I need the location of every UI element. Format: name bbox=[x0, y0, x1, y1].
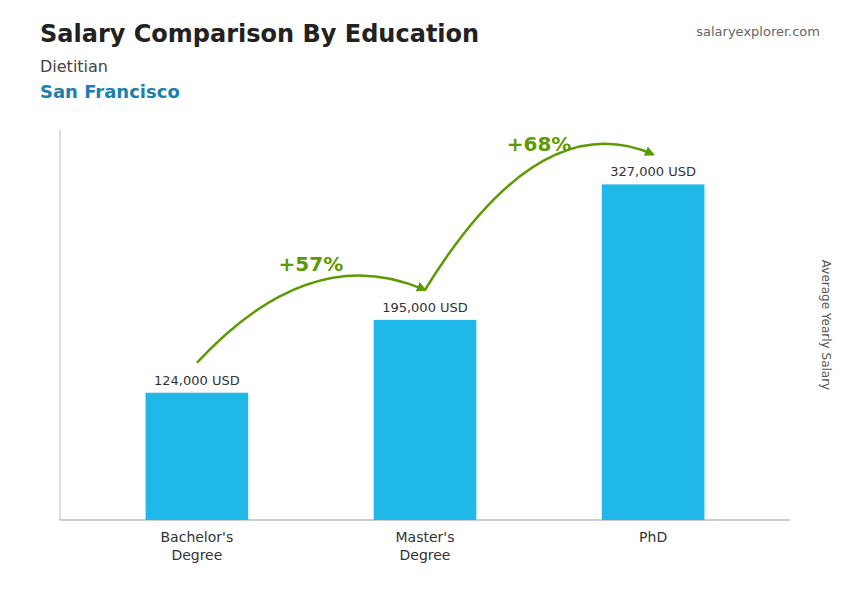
change-arrow bbox=[425, 144, 653, 290]
subtitle: San Francisco bbox=[40, 81, 180, 102]
y-axis-line bbox=[60, 130, 61, 520]
value-label: 327,000 USD bbox=[610, 164, 696, 179]
bar bbox=[146, 393, 249, 520]
bar bbox=[602, 184, 705, 520]
x-tick-label-line: Degree bbox=[171, 547, 222, 563]
x-tick-label: Bachelor's Degree bbox=[161, 529, 234, 563]
bar bbox=[374, 320, 477, 520]
subtitle: Dietitian bbox=[40, 57, 108, 76]
y-label: Average Yearly Salary bbox=[819, 260, 833, 390]
x-tick-label-line: Master's bbox=[396, 529, 455, 545]
source: salaryexplorer.com bbox=[696, 24, 820, 39]
chart: Salary Comparison By Education salaryexpl… bbox=[0, 0, 850, 606]
change-label: +57% bbox=[279, 252, 344, 276]
bars bbox=[146, 184, 705, 520]
x-tick-label-line: PhD bbox=[639, 529, 667, 545]
change-arrow bbox=[197, 275, 425, 362]
x-tick-label-line: Degree bbox=[400, 547, 451, 563]
title: Salary Comparison By Education bbox=[40, 20, 479, 48]
change-label: +68% bbox=[507, 132, 572, 156]
value-label: 195,000 USD bbox=[382, 300, 468, 315]
value-label: 124,000 USD bbox=[154, 373, 240, 388]
x-tick-label: Master's Degree bbox=[396, 529, 455, 563]
x-tick-label-line: Bachelor's bbox=[161, 529, 234, 545]
x-tick-label: PhD bbox=[639, 529, 667, 545]
